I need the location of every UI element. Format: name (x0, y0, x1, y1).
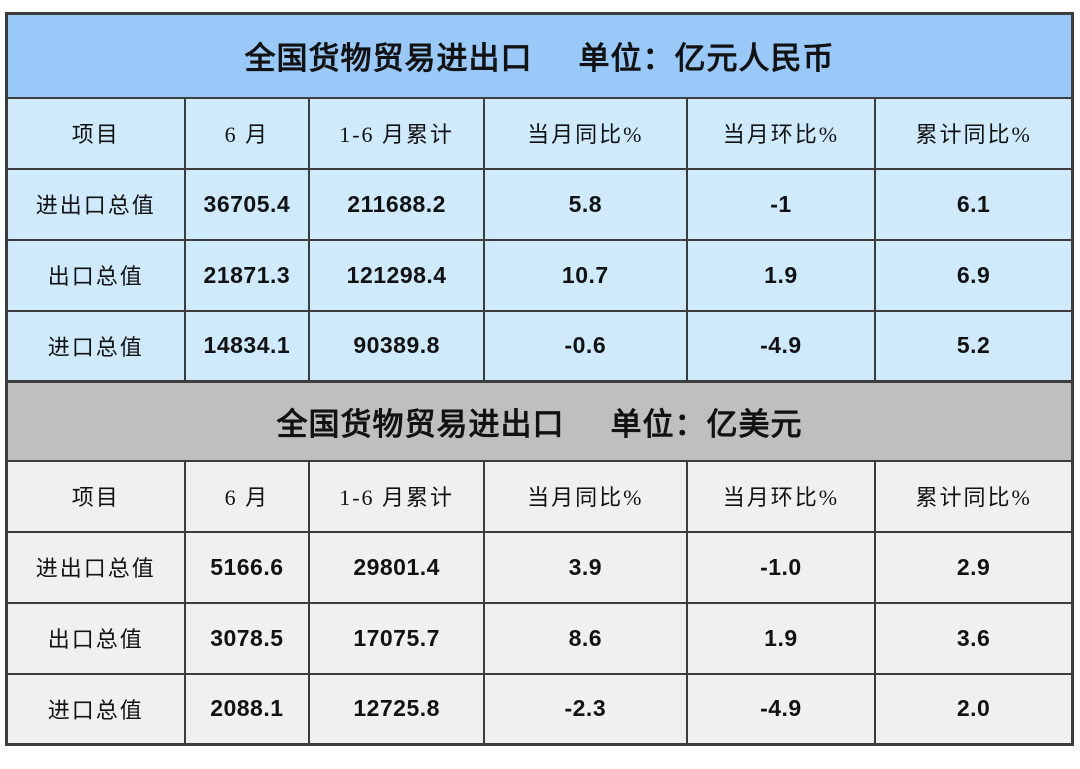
usd-trade-table: 全国货物贸易进出口 单位：亿美元 项目 6 月 1-6 月累计 当月同比% 当月… (5, 380, 1074, 746)
value-cell: -4.9 (685, 309, 877, 383)
rmb-trade-table: 全国货物贸易进出口 单位：亿元人民币 项目 6 月 1-6 月累计 当月同比% … (5, 12, 1074, 383)
row-label-cell: 进出口总值 (5, 530, 186, 604)
usd-col-header-cumulative: 1-6 月累计 (308, 459, 486, 533)
value-cell: 1.9 (685, 601, 877, 675)
value-cell: -0.6 (483, 309, 688, 383)
row-label-cell: 出口总值 (5, 601, 186, 675)
value-cell: 211688.2 (308, 167, 486, 241)
rmb-row-import: 进口总值 14834.1 90389.8 -0.6 -4.9 5.2 (5, 309, 1074, 383)
rmb-col-header-item: 项目 (5, 96, 186, 170)
value-cell: 121298.4 (308, 238, 486, 312)
row-label-cell: 进口总值 (5, 672, 186, 746)
usd-col-header-june: 6 月 (183, 459, 311, 533)
value-cell: 29801.4 (308, 530, 486, 604)
rmb-table-title-cell: 全国货物贸易进出口 单位：亿元人民币 (5, 12, 1074, 99)
rmb-header-row: 项目 6 月 1-6 月累计 当月同比% 当月环比% 累计同比% (5, 96, 1074, 170)
usd-row-import: 进口总值 2088.1 12725.8 -2.3 -4.9 2.0 (5, 672, 1074, 746)
value-cell: 5166.6 (183, 530, 311, 604)
rmb-col-header-yoy: 当月同比% (483, 96, 688, 170)
usd-row-export: 出口总值 3078.5 17075.7 8.6 1.9 3.6 (5, 601, 1074, 675)
usd-row-total: 进出口总值 5166.6 29801.4 3.9 -1.0 2.9 (5, 530, 1074, 604)
rmb-row-total: 进出口总值 36705.4 211688.2 5.8 -1 6.1 (5, 167, 1074, 241)
value-cell: 3.9 (483, 530, 688, 604)
row-label-cell: 出口总值 (5, 238, 186, 312)
value-cell: -1.0 (685, 530, 877, 604)
rmb-col-header-cumulative: 1-6 月累计 (308, 96, 486, 170)
usd-header-row: 项目 6 月 1-6 月累计 当月同比% 当月环比% 累计同比% (5, 459, 1074, 533)
row-label-cell: 进出口总值 (5, 167, 186, 241)
value-cell: 36705.4 (183, 167, 311, 241)
usd-table-title: 全国货物贸易进出口 (276, 406, 565, 442)
rmb-row-export: 出口总值 21871.3 121298.4 10.7 1.9 6.9 (5, 238, 1074, 312)
value-cell: 12725.8 (308, 672, 486, 746)
value-cell: 14834.1 (183, 309, 311, 383)
value-cell: -1 (685, 167, 877, 241)
value-cell: 6.9 (874, 238, 1074, 312)
value-cell: 17075.7 (308, 601, 486, 675)
value-cell: 6.1 (874, 167, 1074, 241)
value-cell: 10.7 (483, 238, 688, 312)
usd-table-title-cell: 全国货物贸易进出口 单位：亿美元 (5, 380, 1074, 462)
value-cell: 5.8 (483, 167, 688, 241)
value-cell: 2.0 (874, 672, 1074, 746)
value-cell: 2.9 (874, 530, 1074, 604)
usd-col-header-mom: 当月环比% (685, 459, 877, 533)
rmb-title-row: 全国货物贸易进出口 单位：亿元人民币 (5, 12, 1074, 99)
rmb-col-header-mom: 当月环比% (685, 96, 877, 170)
usd-title-row: 全国货物贸易进出口 单位：亿美元 (5, 380, 1074, 462)
value-cell: 8.6 (483, 601, 688, 675)
rmb-col-header-june: 6 月 (183, 96, 311, 170)
value-cell: 21871.3 (183, 238, 311, 312)
usd-table-unit-label: 单位：亿美元 (610, 406, 803, 442)
value-cell: 3.6 (874, 601, 1074, 675)
value-cell: 5.2 (874, 309, 1074, 383)
usd-col-header-cum-yoy: 累计同比% (874, 459, 1074, 533)
value-cell: 3078.5 (183, 601, 311, 675)
usd-col-header-item: 项目 (5, 459, 186, 533)
value-cell: 90389.8 (308, 309, 486, 383)
value-cell: 2088.1 (183, 672, 311, 746)
rmb-col-header-cum-yoy: 累计同比% (874, 96, 1074, 170)
value-cell: 1.9 (685, 238, 877, 312)
rmb-table-unit-label: 单位：亿元人民币 (578, 41, 835, 77)
value-cell: -4.9 (685, 672, 877, 746)
usd-col-header-yoy: 当月同比% (483, 459, 688, 533)
row-label-cell: 进口总值 (5, 309, 186, 383)
rmb-table-title: 全国货物贸易进出口 (244, 41, 533, 77)
value-cell: -2.3 (483, 672, 688, 746)
